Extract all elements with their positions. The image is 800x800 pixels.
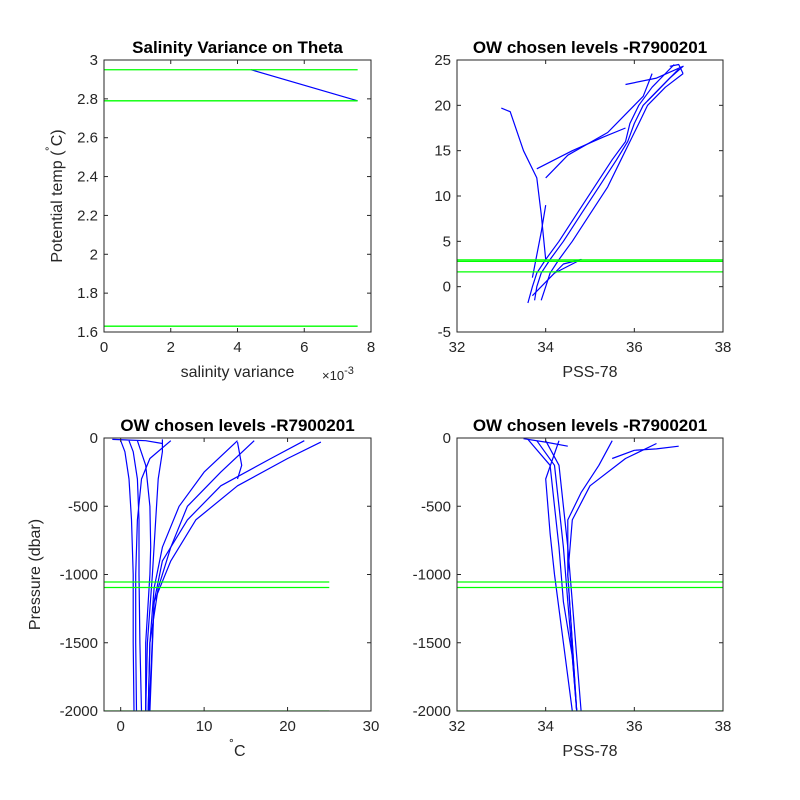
x-axis-label: salinity variance	[181, 364, 295, 381]
profile-line	[540, 73, 684, 301]
profile-line	[112, 438, 163, 445]
y-axis-label: Pressure (dbar)	[27, 519, 44, 630]
x-tick-label: 36	[626, 718, 643, 735]
y-tick-label: 3	[90, 52, 98, 69]
profile-line	[148, 441, 322, 711]
profile-line	[250, 69, 358, 102]
x-tick-label: 34	[537, 339, 554, 356]
x-axis-label: PSS-78	[562, 743, 617, 760]
y-tick-label: 15	[434, 143, 451, 160]
data-layer	[104, 438, 330, 711]
x-tick-label: 10	[196, 718, 213, 735]
plot-area	[457, 438, 723, 711]
exponent-power: -3	[344, 365, 354, 377]
y-axis-unit: C)	[49, 129, 66, 146]
chart-title: OW chosen levels -R7900201	[473, 38, 707, 57]
y-tick-label: -1000	[413, 567, 451, 584]
profile-line	[120, 440, 135, 711]
y-axis-label: Potential temp (˚C)	[44, 129, 66, 262]
x-tick-label: 36	[626, 339, 643, 356]
profile-line	[611, 445, 679, 460]
y-tick-label: 2.8	[77, 91, 98, 108]
y-tick-label: 1.8	[77, 285, 98, 302]
profile-line	[523, 438, 568, 447]
y-tick-label: 0	[90, 430, 98, 447]
x-tick-label: 0	[117, 718, 125, 735]
exponent-base: ×10	[322, 368, 344, 383]
chart-title: Salinity Variance on Theta	[132, 38, 343, 57]
y-tick-label: -1500	[413, 635, 451, 652]
data-layer	[457, 438, 723, 711]
x-axis-label: PSS-78	[562, 364, 617, 381]
x-tick-label: 30	[363, 718, 380, 735]
profile-line	[128, 440, 143, 711]
x-tick-label: 38	[715, 718, 732, 735]
profile-line	[145, 439, 163, 711]
profile-line	[135, 440, 172, 711]
x-tick-label: 6	[300, 339, 308, 356]
profile-line	[567, 442, 657, 711]
x-tick-label: 2	[167, 339, 175, 356]
profile-line	[534, 68, 680, 301]
plot-area	[104, 438, 371, 711]
degree-symbol: ˚	[229, 737, 234, 753]
x-tick-label: 34	[537, 718, 554, 735]
y-tick-label: 2.4	[77, 169, 98, 186]
y-tick-label: -2000	[413, 703, 451, 720]
profile-line	[531, 205, 547, 278]
y-tick-label: 1.6	[77, 324, 98, 341]
y-tick-label: -5	[438, 324, 451, 341]
degree-symbol: ˚	[44, 146, 59, 150]
y-tick-label: -2000	[60, 703, 98, 720]
panel-p1: 0 2 4 6 8 1.6 1.8 2 2.2 2.4 2.6 2.8 3 Salinity Varian…	[44, 38, 375, 383]
x-tick-label: 0	[100, 339, 108, 356]
y-tick-label: 2.2	[77, 207, 98, 224]
y-tick-label: 0	[443, 279, 451, 296]
panel-p4: 32 34 36 38 -2000 -1500 -1000 -500 0 OW chosen le…	[413, 416, 732, 760]
profile-line	[527, 439, 578, 711]
data-layer	[457, 63, 723, 304]
y-tick-label: 0	[443, 430, 451, 447]
profile-line	[545, 440, 573, 711]
y-tick-label: 2.6	[77, 130, 98, 147]
y-tick-label: 5	[443, 233, 451, 250]
panel-p2: 32 34 36 38 -5 0 5 10 15 20 25 OW chosen levels -R7…	[434, 38, 731, 381]
chart-title: OW chosen levels -R7900201	[120, 416, 354, 435]
y-tick-label: 20	[434, 97, 451, 114]
x-axis-label: ˚C	[229, 737, 245, 760]
profile-line	[545, 73, 653, 179]
data-layer	[104, 69, 358, 327]
x-tick-label: 4	[233, 339, 241, 356]
y-axis-label-text: Potential temp (	[49, 150, 66, 263]
x-tick-label: 32	[449, 339, 466, 356]
x-axis-unit: C	[234, 743, 246, 760]
x-tick-label: 32	[449, 718, 466, 735]
profile-line	[136, 440, 152, 711]
chart-title: OW chosen levels -R7900201	[473, 416, 707, 435]
x-tick-label: 8	[367, 339, 375, 356]
x-tick-label: 38	[715, 339, 732, 356]
plot-area	[457, 60, 723, 332]
panel-p3: 0 10 20 30 -2000 -1500 -1000 -500 0 OW chosen lev…	[27, 416, 379, 760]
y-tick-label: 2	[90, 246, 98, 263]
y-tick-label: -1500	[60, 635, 98, 652]
profile-line	[625, 65, 684, 102]
y-tick-label: -1000	[60, 567, 98, 584]
profile-line	[501, 107, 547, 260]
profile-line	[236, 441, 243, 480]
plot-area	[104, 60, 371, 332]
x-exponent-label: ×10-3	[322, 365, 354, 383]
profile-line	[527, 64, 675, 304]
y-tick-label: -500	[421, 498, 451, 515]
y-tick-label: 10	[434, 188, 451, 205]
profile-line	[669, 63, 684, 74]
x-tick-label: 20	[279, 718, 296, 735]
y-tick-label: 25	[434, 52, 451, 69]
y-tick-label: -500	[68, 498, 98, 515]
